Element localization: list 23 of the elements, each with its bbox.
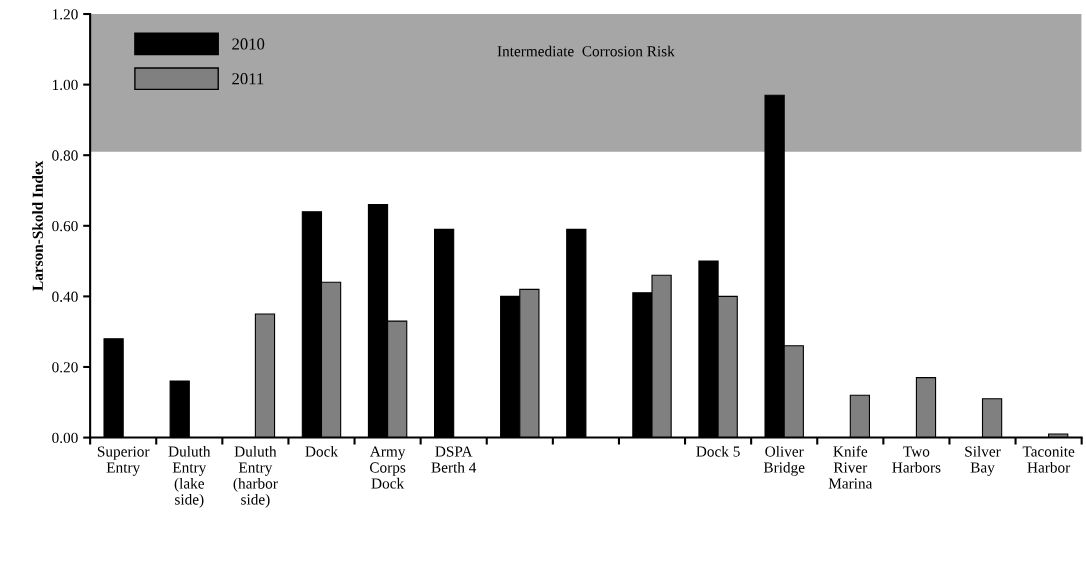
x-tick-label: Oliver Bridge (763, 445, 805, 476)
legend-label: 2010 (232, 38, 265, 50)
x-tick-label: Silver Bay (965, 445, 1001, 476)
y-tick-label: 0.20 (52, 362, 78, 373)
x-tick-label: DSPA Berth 4 (431, 446, 477, 473)
y-tick-label: 0.60 (52, 220, 78, 232)
x-tick-label: Dock (305, 445, 339, 457)
y-axis-title: Larson-Skold Index (32, 160, 43, 291)
x-tick-label: Knife River Marina (828, 445, 873, 489)
x-tick-label: Taconite Harbor (1022, 446, 1075, 473)
x-tick-label: Duluth Entry (harbor side) (233, 445, 278, 508)
x-tick-label: Army Corps Dock (369, 446, 406, 489)
band-label: Intermediate Corrosion Risk (497, 45, 675, 57)
y-tick-label: 1.00 (52, 79, 78, 91)
legend-label: 2011 (232, 73, 264, 85)
x-tick-label: Two Harbors (892, 446, 941, 473)
y-tick-label: 0.00 (52, 432, 78, 444)
y-tick-label: 1.20 (52, 9, 78, 20)
x-tick-label: Superior Entry (97, 446, 150, 476)
x-tick-label: Dock 5 (696, 445, 740, 457)
x-tick-label: Duluth Entry (lake side) (168, 445, 211, 508)
y-tick-label: 0.80 (52, 150, 78, 161)
y-tick-label: 0.40 (52, 291, 78, 302)
